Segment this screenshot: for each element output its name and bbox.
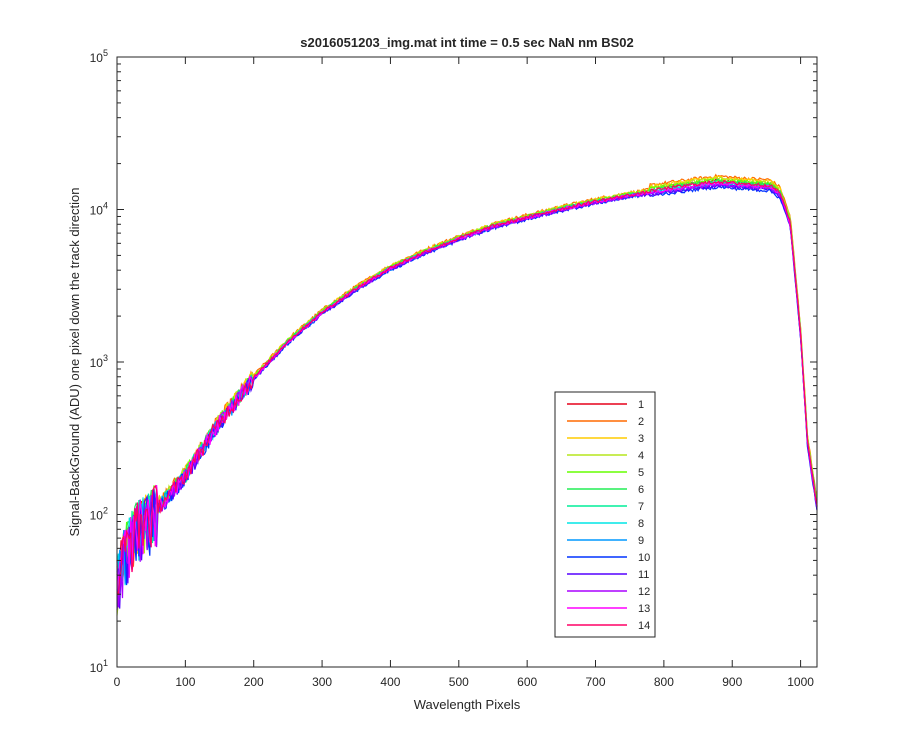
series-line-13 xyxy=(116,180,818,591)
legend-label-1: 1 xyxy=(638,399,644,411)
series-layer xyxy=(116,173,818,616)
x-tick-label: 800 xyxy=(654,675,674,689)
y-axis-label: Signal-BackGround (ADU) one pixel down t… xyxy=(67,187,82,536)
x-axis: 0 100 200 300 400 500 600 700 800 900 1000 xyxy=(114,57,814,689)
legend-label-10: 10 xyxy=(638,552,650,564)
legend-label-14: 14 xyxy=(638,620,650,632)
y-tick-label: 101 xyxy=(90,658,108,675)
y-tick-label: 104 xyxy=(90,201,108,218)
x-tick-label: 400 xyxy=(380,675,400,689)
series-line-9 xyxy=(116,182,818,584)
x-tick-label: 600 xyxy=(517,675,537,689)
x-tick-label: 500 xyxy=(449,675,469,689)
legend-label-8: 8 xyxy=(638,518,644,530)
series-line-12 xyxy=(116,181,818,608)
series-line-8 xyxy=(116,181,818,593)
x-axis-label: Wavelength Pixels xyxy=(414,697,521,712)
legend-label-7: 7 xyxy=(638,501,644,513)
legend-label-2: 2 xyxy=(638,416,644,428)
legend-label-9: 9 xyxy=(638,535,644,547)
legend-label-5: 5 xyxy=(638,467,644,479)
series-line-7 xyxy=(116,180,818,593)
x-tick-label: 1000 xyxy=(787,675,814,689)
chart-title: s2016051203_img.mat int time = 0.5 sec N… xyxy=(300,35,634,50)
legend-label-11: 11 xyxy=(638,569,649,581)
series-line-14 xyxy=(116,179,818,596)
x-tick-label: 0 xyxy=(114,675,121,689)
x-tick-label: 200 xyxy=(244,675,264,689)
series-line-4 xyxy=(116,176,818,616)
y-tick-label: 105 xyxy=(90,48,108,65)
series-line-10 xyxy=(116,185,818,586)
x-tick-label: 700 xyxy=(586,675,606,689)
legend-label-12: 12 xyxy=(638,586,650,598)
series-line-3 xyxy=(116,175,818,598)
x-tick-label: 100 xyxy=(175,675,195,689)
series-line-11 xyxy=(116,183,818,610)
y-tick-label: 103 xyxy=(90,353,108,370)
series-line-6 xyxy=(116,178,818,582)
legend-label-3: 3 xyxy=(638,433,644,445)
legend-label-4: 4 xyxy=(638,450,644,462)
y-tick-label: 102 xyxy=(90,506,108,523)
plot-area-frame xyxy=(116,56,818,668)
x-tick-label: 900 xyxy=(722,675,742,689)
series-line-5 xyxy=(116,178,818,595)
legend-label-13: 13 xyxy=(638,603,650,615)
legend-label-6: 6 xyxy=(638,484,644,496)
series-line-1 xyxy=(116,178,818,590)
legend-box xyxy=(554,391,656,638)
x-tick-label: 300 xyxy=(312,675,332,689)
